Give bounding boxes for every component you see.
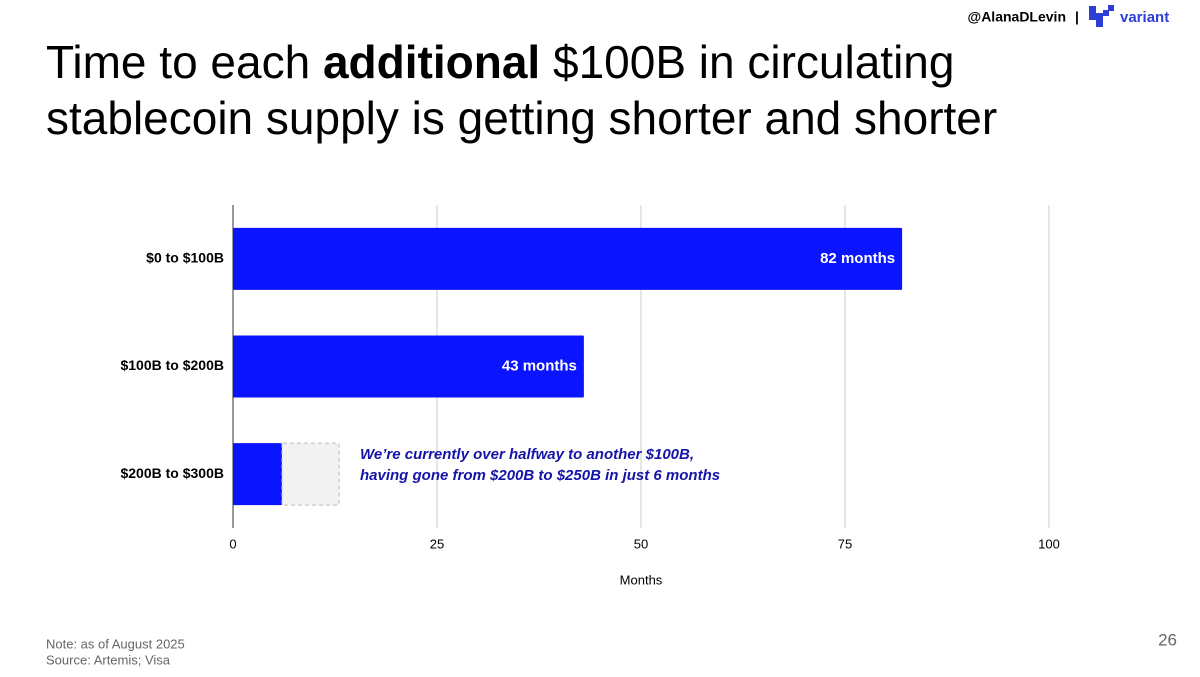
x-axis-label: Months [620,572,663,587]
title-emphasis: additional [323,36,540,88]
separator: | [1075,9,1079,25]
x-tick-label: 25 [430,536,444,551]
y-tick-label: $100B to $200B [120,357,224,373]
bar [233,335,584,398]
x-tick-label: 100 [1038,536,1060,551]
logo [1089,5,1114,27]
value-label: 43 months [502,357,577,374]
source: Source: Artemis; Visa [46,652,171,667]
annotation: We’re currently over halfway to another … [360,446,694,463]
annotation: having gone from $200B to $250B in just … [360,467,720,484]
title-part: Time to each [46,36,323,88]
brand: variant [1120,9,1169,26]
handle: @AlanaDLevin [968,9,1066,25]
note: Note: as of August 2025 [46,636,185,651]
page-number: 26 [1158,630,1177,649]
bar [233,443,282,506]
x-tick-label: 0 [229,536,236,551]
chart-title: Time to each additional $100B in circula… [46,36,954,88]
x-tick-label: 75 [838,536,852,551]
bar [281,442,340,506]
bar [233,227,903,290]
chart-title-line2: stablecoin supply is getting shorter and… [46,92,997,144]
y-tick-label: $200B to $300B [120,465,224,481]
value-label: 82 months [820,250,895,267]
y-tick-label: $0 to $100B [146,250,224,266]
x-tick-label: 50 [634,536,648,551]
title-part: $100B in circulating [540,36,954,88]
